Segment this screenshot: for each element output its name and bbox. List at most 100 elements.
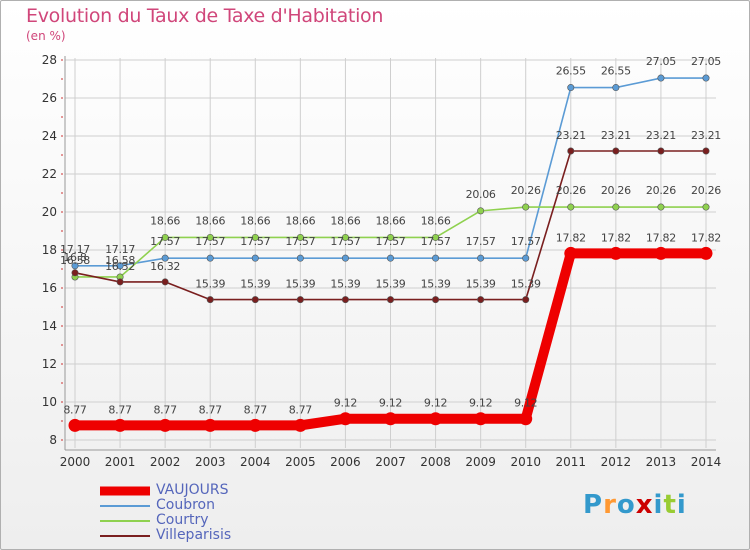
x-tick-label: 2006 xyxy=(330,455,361,469)
data-label-courtry: 18.66 xyxy=(150,214,180,227)
y-tick-label: 20 xyxy=(42,205,57,219)
data-label-vaujours: 8.77 xyxy=(108,403,132,416)
data-label-courtry: 18.66 xyxy=(285,214,315,227)
y-tick-label: 22 xyxy=(42,167,57,181)
data-label-courtry: 20.26 xyxy=(691,184,721,197)
data-point-villeparisis xyxy=(432,296,440,304)
data-point-vaujours xyxy=(564,246,578,260)
data-point-villeparisis xyxy=(296,296,304,304)
x-tick-label: 2010 xyxy=(510,455,541,469)
data-label-courtry: 20.26 xyxy=(601,184,631,197)
data-label-villeparisis: 15.39 xyxy=(466,278,496,291)
data-label-villeparisis: 23.21 xyxy=(556,129,586,142)
logo-letter: o xyxy=(616,490,636,520)
data-point-courtry xyxy=(432,233,440,241)
data-label-vaujours: 9.12 xyxy=(334,397,357,410)
data-label-villeparisis: 15.39 xyxy=(330,278,360,291)
data-label-vaujours: 8.77 xyxy=(63,403,87,416)
data-point-villeparisis xyxy=(522,296,530,304)
data-point-vaujours xyxy=(68,418,82,432)
data-label-courtry: 20.06 xyxy=(466,188,496,201)
data-point-coubron xyxy=(71,262,79,270)
data-label-coubron: 17.57 xyxy=(240,235,270,248)
data-point-coubron xyxy=(522,254,530,262)
data-label-villeparisis: 16.32 xyxy=(150,260,180,273)
data-point-vaujours xyxy=(293,418,307,432)
data-point-courtry xyxy=(341,233,349,241)
x-tick-label: 2000 xyxy=(60,455,91,469)
data-label-vaujours: 9.12 xyxy=(424,397,447,410)
data-point-villeparisis xyxy=(612,147,620,155)
data-point-villeparisis xyxy=(116,278,124,286)
data-label-coubron: 17.57 xyxy=(330,235,360,248)
data-point-coubron xyxy=(702,74,710,82)
data-point-villeparisis xyxy=(702,147,710,155)
data-point-vaujours xyxy=(384,412,397,426)
x-tick-label: 2005 xyxy=(285,455,316,469)
data-point-courtry xyxy=(657,203,665,211)
logo-letter: r xyxy=(603,490,617,520)
x-tick-label: 2013 xyxy=(646,455,677,469)
data-point-villeparisis xyxy=(71,269,79,277)
legend-label-courtry: Courtry xyxy=(156,512,209,528)
legend-label-vaujours: VAUJOURS xyxy=(156,482,229,498)
data-label-courtry: 18.66 xyxy=(330,214,360,227)
data-point-courtry xyxy=(522,203,530,211)
proxiti-logo: Proxiti xyxy=(583,490,687,520)
data-point-courtry xyxy=(612,203,620,211)
data-label-villeparisis: 15.39 xyxy=(195,278,225,291)
logo-letter: P xyxy=(583,490,604,520)
data-label-courtry: 20.26 xyxy=(556,184,586,197)
data-label-villeparisis: 15.39 xyxy=(285,278,315,291)
data-label-coubron: 17.57 xyxy=(195,235,225,248)
x-tick-label: 2002 xyxy=(150,455,181,469)
data-label-villeparisis: 15.39 xyxy=(240,278,270,291)
data-label-coubron: 17.17 xyxy=(60,243,90,256)
data-point-coubron xyxy=(432,254,440,262)
data-label-courtry: 16.58 xyxy=(105,254,135,267)
data-label-coubron: 17.57 xyxy=(150,235,180,248)
x-tick-label: 2003 xyxy=(195,455,226,469)
data-label-courtry: 18.66 xyxy=(195,214,225,227)
data-label-courtry: 18.66 xyxy=(421,214,451,227)
y-tick-label: 12 xyxy=(42,357,57,371)
data-point-vaujours xyxy=(609,246,623,260)
y-tick-label: 8 xyxy=(49,433,57,447)
data-point-villeparisis xyxy=(251,296,259,304)
data-point-vaujours xyxy=(474,412,488,426)
data-label-villeparisis: 16.8 xyxy=(63,251,87,264)
data-label-coubron: 27.05 xyxy=(691,55,721,68)
y-tick-label: 28 xyxy=(42,53,57,67)
data-point-coubron xyxy=(116,262,124,270)
data-label-courtry: 18.66 xyxy=(376,214,406,227)
data-point-coubron xyxy=(657,74,665,82)
data-label-vaujours: 8.77 xyxy=(244,403,268,416)
legend-swatch-vaujours xyxy=(100,486,150,496)
data-label-vaujours: 8.77 xyxy=(289,403,313,416)
data-label-coubron: 17.57 xyxy=(466,235,496,248)
data-label-courtry: 18.66 xyxy=(240,214,270,227)
logo-letter: i xyxy=(653,490,664,520)
data-label-villeparisis: 23.21 xyxy=(601,129,631,142)
data-label-vaujours: 8.77 xyxy=(199,403,223,416)
data-label-coubron: 17.17 xyxy=(105,243,135,256)
chart-unit-label: (en %) xyxy=(26,29,66,43)
data-label-vaujours: 17.82 xyxy=(646,231,676,244)
data-point-villeparisis xyxy=(161,278,169,286)
data-point-coubron xyxy=(206,254,214,262)
data-label-villeparisis: 23.21 xyxy=(691,129,721,142)
data-label-coubron: 17.57 xyxy=(376,235,406,248)
data-point-courtry xyxy=(567,203,575,211)
data-point-villeparisis xyxy=(657,147,665,155)
data-label-villeparisis: 15.39 xyxy=(376,278,406,291)
data-point-villeparisis xyxy=(477,296,485,304)
data-label-courtry: 20.26 xyxy=(511,184,541,197)
legend-swatch-courtry xyxy=(100,520,150,522)
data-point-villeparisis xyxy=(341,296,349,304)
data-point-courtry xyxy=(161,233,169,241)
data-point-coubron xyxy=(251,254,259,262)
data-label-vaujours: 17.82 xyxy=(601,231,631,244)
data-point-coubron xyxy=(567,84,575,92)
data-point-courtry xyxy=(477,207,485,215)
